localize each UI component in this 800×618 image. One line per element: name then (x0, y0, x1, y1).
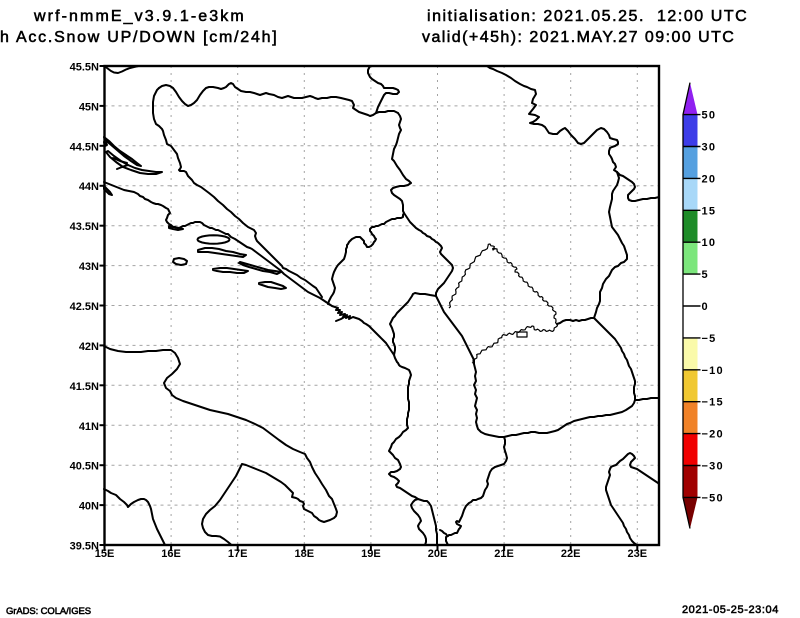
svg-text:50: 50 (702, 110, 717, 122)
svg-text:15E: 15E (95, 548, 115, 560)
svg-text:41.5N: 41.5N (70, 381, 99, 393)
svg-text:30: 30 (702, 142, 717, 154)
svg-text:19E: 19E (361, 548, 381, 560)
svg-text:40.5N: 40.5N (70, 461, 99, 473)
svg-text:44.5N: 44.5N (70, 141, 99, 153)
svg-text:−30: −30 (702, 461, 724, 473)
svg-text:−5: −5 (702, 333, 717, 345)
svg-text:41N: 41N (79, 421, 99, 433)
svg-text:43.5N: 43.5N (70, 221, 99, 233)
svg-text:0: 0 (702, 301, 709, 313)
svg-text:44N: 44N (79, 181, 99, 193)
svg-text:43N: 43N (79, 261, 99, 273)
svg-text:−15: −15 (702, 397, 724, 409)
svg-text:10: 10 (702, 237, 717, 249)
svg-text:15: 15 (702, 205, 717, 217)
svg-text:18E: 18E (295, 548, 315, 560)
svg-text:−10: −10 (702, 365, 724, 377)
svg-text:21E: 21E (494, 548, 514, 560)
svg-text:40N: 40N (79, 501, 99, 513)
svg-text:23E: 23E (628, 548, 648, 560)
svg-text:16E: 16E (161, 548, 181, 560)
svg-text:20E: 20E (428, 548, 448, 560)
svg-text:20: 20 (702, 173, 717, 185)
svg-text:17E: 17E (228, 548, 248, 560)
svg-text:45N: 45N (79, 101, 99, 113)
svg-text:5: 5 (702, 269, 709, 281)
svg-text:42.5N: 42.5N (70, 301, 99, 313)
svg-text:42N: 42N (79, 341, 99, 353)
svg-text:22E: 22E (561, 548, 581, 560)
svg-text:39.5N: 39.5N (70, 541, 99, 553)
svg-text:45.5N: 45.5N (70, 62, 99, 74)
svg-text:−50: −50 (702, 492, 724, 504)
svg-text:−20: −20 (702, 429, 724, 441)
